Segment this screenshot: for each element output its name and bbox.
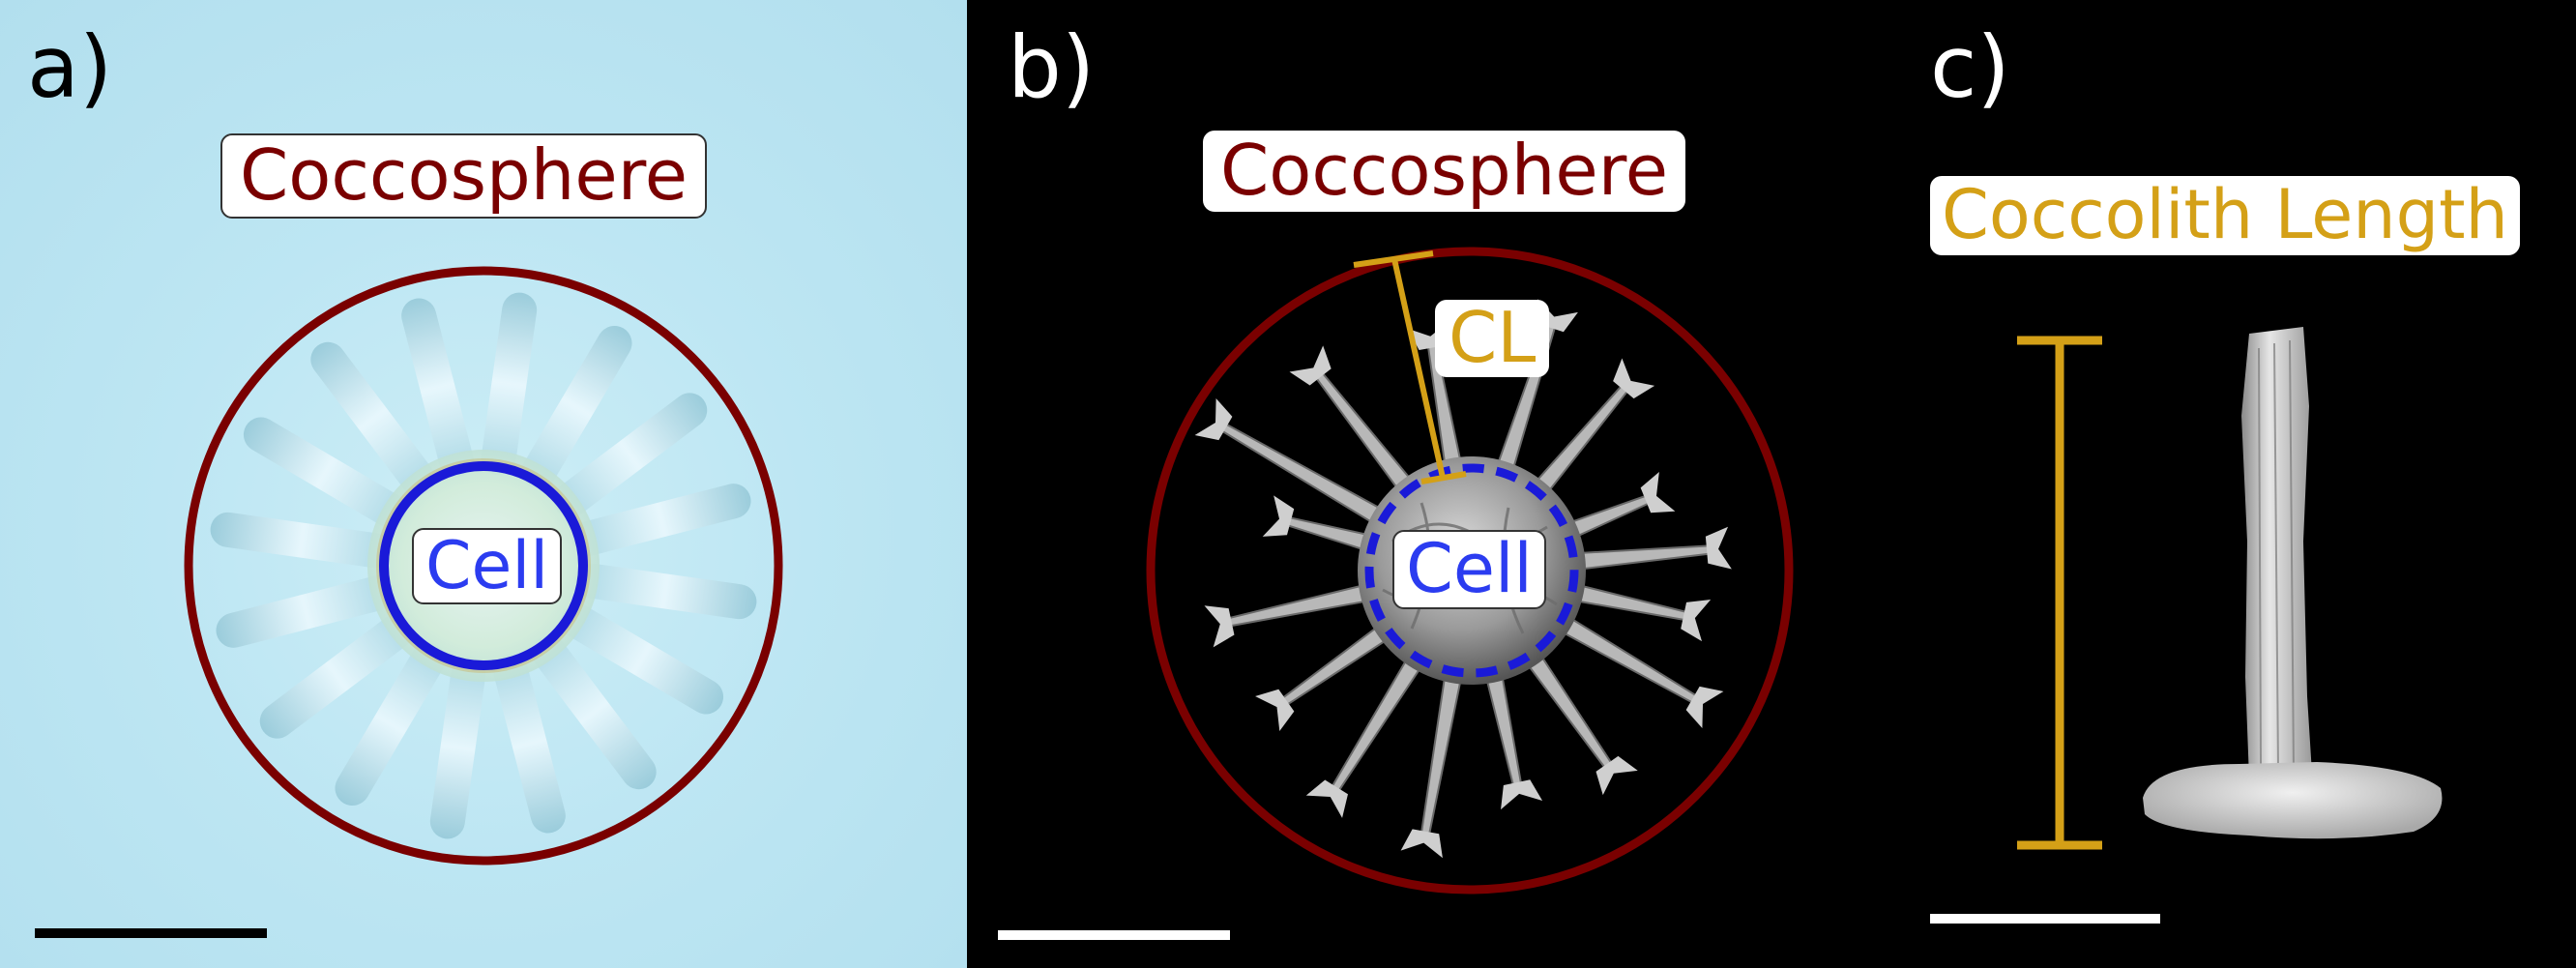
coccolith-spines-light — [210, 292, 757, 839]
cell-outline-sem — [1364, 463, 1579, 678]
coccolith-spine — [335, 642, 446, 807]
panel-b-sem: b) Coccosphere CL Cell — [967, 0, 1930, 968]
panel-c-coccolith: c) Coccolith Length — [1930, 0, 2576, 968]
coccolith-length-bar — [2017, 336, 2102, 850]
cl-measure — [1353, 250, 1467, 484]
coccolith-length-label: Coccolith Length — [1930, 176, 2520, 255]
coccolith-spine — [481, 292, 538, 476]
coccolith-spine — [532, 635, 657, 790]
scale-bar-c — [1930, 914, 2160, 924]
panel-a-light-micrograph: a) Coccosphere Cell — [0, 0, 967, 968]
coccolith-spine — [401, 298, 474, 478]
scale-bar-a — [35, 928, 267, 938]
coccolith-spines-sem — [1194, 299, 1732, 859]
coccolith-spine — [571, 484, 751, 556]
coccolith-spine — [560, 603, 724, 715]
coccolith-spine — [429, 656, 486, 839]
coccolith-spine — [210, 512, 394, 569]
cl-label: CL — [1435, 300, 1550, 377]
panel-label-b: b) — [1008, 17, 1096, 117]
coccolith-spine — [493, 654, 566, 834]
coccolith-spine — [259, 614, 414, 739]
cell-label-a: Cell — [412, 528, 563, 605]
coccosphere-outline-sem — [1146, 247, 1794, 895]
coccolith-spine — [521, 325, 632, 489]
cell-label-b: Cell — [1392, 530, 1546, 609]
coccosphere-outline — [184, 266, 783, 865]
cell-outline — [379, 461, 588, 670]
coccolith-spine — [216, 575, 395, 648]
coccosphere-light-image — [184, 266, 783, 865]
coccosphere-label-b: Coccosphere — [1203, 131, 1686, 212]
panel-label-a: a) — [27, 17, 113, 117]
coccolith-spine — [310, 341, 435, 496]
coccolith-spine — [573, 563, 757, 620]
scale-bar-b — [998, 930, 1230, 940]
coccolith-sem-image — [2017, 327, 2443, 850]
panel-label-c: c) — [1930, 17, 2010, 117]
coccosphere-label-a: Coccosphere — [220, 133, 708, 219]
coccolith-spine — [553, 393, 708, 517]
coccolith-base — [2143, 762, 2443, 839]
coccolith-spine — [243, 417, 407, 528]
